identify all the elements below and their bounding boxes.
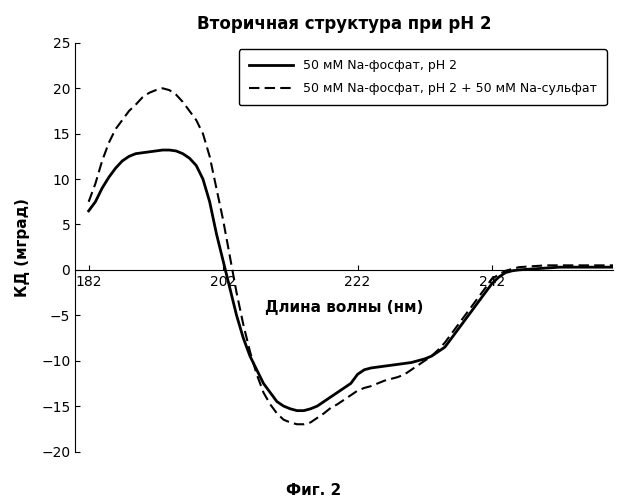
50 мМ Na-фосфат, pH 2 — [401, 360, 408, 366]
Line: 50 мМ Na-фосфат, pH 2: 50 мМ Na-фосфат, pH 2 — [89, 150, 613, 410]
Text: Фиг. 2: Фиг. 2 — [286, 483, 342, 498]
50 мМ Na-фосфат, pH 2 — [293, 408, 301, 414]
50 мМ Na-фосфат, pH 2 + 50 мМ Na-сульфат — [152, 87, 160, 93]
50 мМ Na-фосфат, pH 2 + 50 мМ Na-сульфат — [421, 358, 428, 364]
50 мМ Na-фосфат, pH 2 + 50 мМ Na-сульфат — [159, 86, 166, 91]
Y-axis label: КД (мград): КД (мград) — [15, 198, 30, 296]
50 мМ Na-фосфат, pH 2 — [253, 367, 261, 373]
50 мМ Na-фосфат, pH 2 — [85, 208, 92, 214]
50 мМ Na-фосфат, pH 2 + 50 мМ Na-сульфат — [293, 422, 301, 428]
50 мМ Na-фосфат, pH 2 + 50 мМ Na-сульфат — [401, 372, 408, 378]
50 мМ Na-фосфат, pH 2 + 50 мМ Na-сульфат — [555, 262, 563, 268]
Legend: 50 мМ Na-фосфат, pH 2, 50 мМ Na-фосфат, pH 2 + 50 мМ Na-сульфат: 50 мМ Na-фосфат, pH 2, 50 мМ Na-фосфат, … — [239, 49, 607, 105]
50 мМ Na-фосфат, pH 2 — [152, 148, 160, 154]
50 мМ Na-фосфат, pH 2 + 50 мМ Na-сульфат — [367, 383, 375, 389]
50 мМ Na-фосфат, pH 2 — [555, 264, 563, 270]
Line: 50 мМ Na-фосфат, pH 2 + 50 мМ Na-сульфат: 50 мМ Na-фосфат, pH 2 + 50 мМ Na-сульфат — [89, 88, 613, 424]
50 мМ Na-фосфат, pH 2 — [367, 365, 375, 371]
50 мМ Na-фосфат, pH 2 — [421, 356, 428, 362]
50 мМ Na-фосфат, pH 2 + 50 мМ Na-сульфат — [253, 372, 261, 378]
50 мМ Na-фосфат, pH 2 + 50 мМ Na-сульфат — [85, 199, 92, 205]
50 мМ Na-фосфат, pH 2 + 50 мМ Na-сульфат — [609, 262, 617, 268]
50 мМ Na-фосфат, pH 2 — [609, 264, 617, 270]
X-axis label: Длина волны (нм): Длина волны (нм) — [265, 300, 423, 315]
Title: Вторичная структура при pH 2: Вторичная структура при pH 2 — [197, 15, 491, 33]
50 мМ Na-фосфат, pH 2 — [159, 147, 166, 153]
